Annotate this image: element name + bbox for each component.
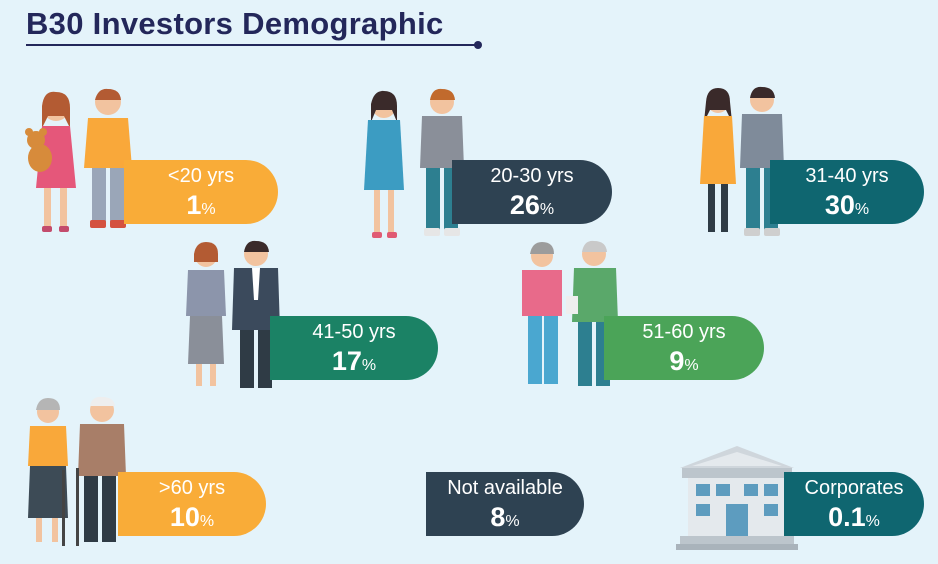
middle-aged-illustration: [186, 240, 280, 388]
title-underline: [26, 44, 478, 46]
percent-sign: %: [539, 201, 555, 218]
bank-building-icon: [676, 446, 798, 550]
percent-sign: %: [201, 201, 216, 218]
age-group-under-20: <20 yrs 1%: [124, 160, 278, 224]
page-title: B30 Investors Demographic: [26, 6, 444, 41]
percentage-value: 10: [169, 502, 200, 532]
age-group-label: 41-50 yrs: [312, 321, 396, 343]
group-label: Not available: [447, 477, 563, 499]
age-group-label: <20 yrs: [167, 165, 235, 187]
title-underline-dot: [474, 41, 482, 49]
percent-sign: %: [854, 201, 870, 218]
age-group-label: >60 yrs: [158, 477, 226, 499]
age-group-label: 51-60 yrs: [642, 321, 726, 343]
group-label: Corporates: [804, 477, 904, 499]
kids-illustration: [25, 88, 132, 232]
elderly-illustration: [28, 396, 126, 546]
percentage-value: 9: [669, 346, 685, 376]
percentage-value: 30: [824, 190, 855, 220]
fifties-illustration: [522, 240, 618, 386]
percent-sign: %: [865, 513, 880, 530]
percent-sign: %: [684, 357, 699, 374]
group-corporates: Corporates 0.1%: [784, 472, 924, 536]
percentage-value: 8: [490, 502, 506, 532]
age-group-label: 31-40 yrs: [805, 165, 889, 187]
age-group-51-60: 51-60 yrs 9%: [604, 316, 764, 380]
age-group-label: 20-30 yrs: [490, 165, 574, 187]
percentage-value: 0.1: [828, 502, 866, 532]
percentage-value: 17: [331, 346, 362, 376]
age-group-31-40: 31-40 yrs 30%: [770, 160, 924, 224]
percentage-value: 1: [186, 190, 202, 220]
percentage-value: 26: [509, 190, 540, 220]
age-group-41-50: 41-50 yrs 17%: [270, 316, 438, 380]
age-group-20-30: 20-30 yrs 26%: [452, 160, 612, 224]
percent-sign: %: [199, 513, 215, 530]
age-group-over-60: >60 yrs 10%: [118, 472, 266, 536]
group-not-available: Not available 8%: [426, 472, 584, 536]
young-adults-illustration: [364, 88, 464, 238]
percent-sign: %: [505, 513, 520, 530]
percent-sign: %: [361, 357, 377, 374]
